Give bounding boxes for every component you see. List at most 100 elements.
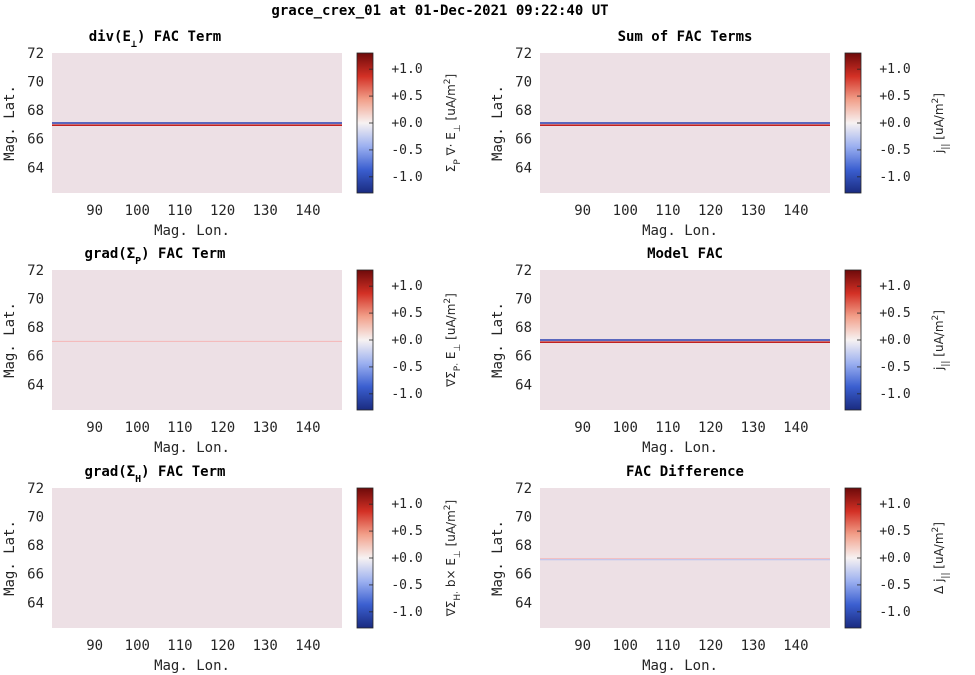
colorbar-tick-label: +0.0	[391, 551, 422, 566]
x-axis-label: Mag. Lon.	[642, 658, 718, 674]
x-tick-label: 130	[253, 420, 278, 436]
colorbar-tick-label: +0.5	[879, 524, 910, 539]
panel-4: Model FAC 64 66 68 70 72 90 100 110 120 130 140 Mag.…	[490, 246, 951, 456]
colorbar-tick-label: +1.0	[391, 62, 422, 77]
y-tick-label: 70	[27, 75, 44, 91]
x-tick-label: 110	[167, 420, 192, 436]
x-tick-label: 110	[655, 420, 680, 436]
colorbar-tick-label: -0.5	[391, 578, 422, 593]
panel-title: grad(ΣH) FAC Term	[85, 464, 226, 485]
colorbar-label: ΣP ∇· E⊥ [uA/m2]	[443, 74, 463, 172]
y-tick-label: 64	[515, 595, 532, 611]
x-tick-label: 90	[86, 203, 103, 219]
y-tick-label: 70	[27, 292, 44, 308]
x-tick-label: 110	[655, 638, 680, 654]
y-axis-label: Mag. Lat.	[2, 85, 18, 161]
y-tick-label: 66	[515, 567, 532, 583]
panel-3: grad(ΣP) FAC Term 64 66 68 70 72 90 100 110 120 13…	[2, 246, 463, 456]
colorbar-tick-label: +0.0	[391, 116, 422, 131]
x-tick-label: 90	[574, 420, 591, 436]
y-axis-label: Mag. Lat.	[490, 520, 506, 596]
panel-2: Sum of FAC Terms 64 66 68 70 72 90 100 110 120 130…	[490, 29, 951, 239]
panel-6: FAC Difference 64 66 68 70 72 90 100 110 120 130 14…	[490, 464, 951, 674]
y-tick-label: 70	[27, 510, 44, 526]
colorbar-label: ∇ΣP· E⊥ [uA/m2]	[443, 293, 463, 388]
y-tick-label: 68	[515, 538, 532, 554]
x-tick-label: 140	[295, 203, 320, 219]
colorbar-tick-label: -1.0	[879, 170, 910, 185]
x-tick-label: 110	[167, 638, 192, 654]
panel-title: FAC Difference	[626, 464, 744, 480]
colorbar-tick-label: +1.0	[391, 497, 422, 512]
y-tick-label: 72	[515, 481, 532, 497]
y-tick-label: 72	[27, 481, 44, 497]
x-tick-label: 100	[613, 638, 638, 654]
x-axis-label: Mag. Lon.	[642, 440, 718, 456]
colorbar-tick-label: +0.0	[879, 116, 910, 131]
colorbar-tick-label: +0.5	[879, 306, 910, 321]
y-tick-label: 68	[515, 103, 532, 119]
x-tick-label: 130	[741, 420, 766, 436]
x-tick-label: 120	[210, 420, 235, 436]
y-tick-label: 64	[27, 595, 44, 611]
y-tick-label: 68	[515, 320, 532, 336]
x-tick-label: 110	[167, 203, 192, 219]
heatmap-field	[52, 488, 342, 628]
panel-title: Sum of FAC Terms	[618, 29, 753, 45]
colorbar-tick-label: +0.0	[391, 333, 422, 348]
colorbar-tick-label: -0.5	[391, 143, 422, 158]
y-tick-label: 66	[27, 349, 44, 365]
y-tick-label: 72	[27, 263, 44, 279]
colorbar-label: Δ j|| [uA/m2]	[931, 522, 951, 594]
x-axis-label: Mag. Lon.	[642, 223, 718, 239]
x-tick-label: 100	[613, 420, 638, 436]
colorbar-tick-label: +0.0	[879, 333, 910, 348]
x-tick-label: 120	[698, 203, 723, 219]
x-tick-label: 120	[210, 203, 235, 219]
colorbar-tick-label: -1.0	[391, 170, 422, 185]
y-axis-label: Mag. Lat.	[490, 85, 506, 161]
x-tick-label: 130	[741, 203, 766, 219]
x-tick-label: 90	[574, 203, 591, 219]
y-tick-label: 70	[515, 75, 532, 91]
colorbar-tick-label: +1.0	[879, 497, 910, 512]
panel-1: div(E⊥) FAC Term 64 66 68 70 72 90 100 110 120 130…	[2, 29, 463, 239]
y-tick-label: 66	[515, 132, 532, 148]
heatmap-field	[540, 488, 830, 628]
y-tick-label: 70	[515, 510, 532, 526]
colorbar-label: j|| [uA/m2]	[931, 93, 951, 154]
x-tick-label: 90	[86, 420, 103, 436]
colorbar-tick-label: -1.0	[391, 605, 422, 620]
colorbar-tick-label: +0.5	[391, 89, 422, 104]
colorbar-tick-label: -0.5	[879, 360, 910, 375]
x-tick-label: 140	[783, 203, 808, 219]
y-axis-label: Mag. Lat.	[2, 520, 18, 596]
x-tick-label: 120	[210, 638, 235, 654]
colorbar-tick-label: +1.0	[391, 279, 422, 294]
y-tick-label: 68	[27, 538, 44, 554]
y-tick-label: 66	[515, 349, 532, 365]
y-tick-label: 72	[515, 263, 532, 279]
x-axis-label: Mag. Lon.	[154, 440, 230, 456]
x-tick-label: 90	[86, 638, 103, 654]
colorbar-label: ∇ΣH· b× E⊥ [uA/m2]	[443, 500, 463, 617]
panel-title: grad(ΣP) FAC Term	[85, 246, 226, 267]
colorbar-tick-label: +1.0	[879, 279, 910, 294]
y-tick-label: 64	[27, 160, 44, 176]
x-tick-label: 100	[613, 203, 638, 219]
x-tick-label: 120	[698, 638, 723, 654]
y-tick-label: 64	[515, 377, 532, 393]
x-tick-label: 140	[295, 638, 320, 654]
x-axis-label: Mag. Lon.	[154, 658, 230, 674]
x-tick-label: 140	[783, 420, 808, 436]
panel-5: grad(ΣH) FAC Term 64 66 68 70 72 90 100 110 120 13…	[2, 464, 463, 674]
colorbar-tick-label: -0.5	[879, 143, 910, 158]
y-tick-label: 68	[27, 103, 44, 119]
y-axis-label: Mag. Lat.	[490, 302, 506, 378]
y-tick-label: 72	[515, 46, 532, 62]
figure-title: grace_crex_01 at 01-Dec-2021 09:22:40 UT	[271, 3, 608, 19]
panel-title: Model FAC	[647, 246, 723, 262]
x-tick-label: 140	[783, 638, 808, 654]
colorbar-tick-label: -1.0	[879, 605, 910, 620]
